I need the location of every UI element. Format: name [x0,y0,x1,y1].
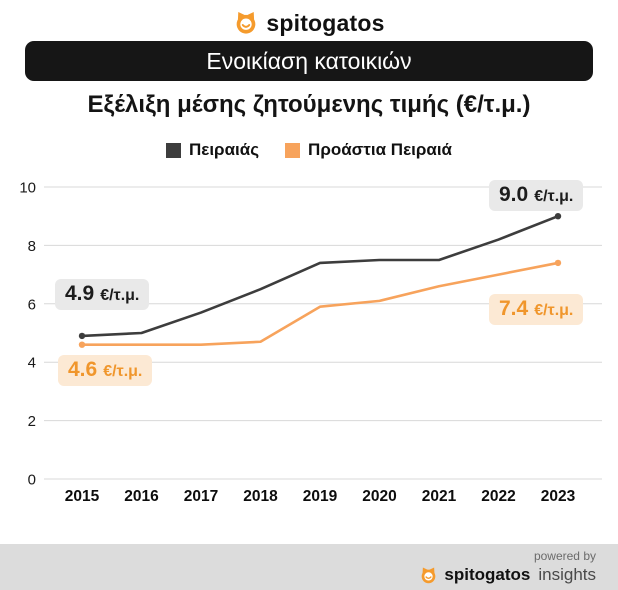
chart-area: 0 2 4 6 8 10 2015 2016 2017 2018 2019 2020 2021 2022 2… [0,169,618,526]
footer-brand-name: spitogatos [444,565,531,584]
spitogatos-cat-icon [237,12,256,34]
annotation-piraeus-2015: 4.9 €/τ.μ. [55,279,150,310]
annotation-value: 4.9 [65,282,95,305]
annotation-value: 7.4 [499,297,529,320]
legend-swatch-suburbs [285,142,301,158]
svg-text:2019: 2019 [303,488,338,505]
svg-text:4: 4 [28,355,36,372]
svg-text:2018: 2018 [243,488,278,505]
chart-title: Εξέλιξη μέσης ζητούμενης τιμής (€/τ.μ.) [87,91,531,118]
annotation-piraeus-2023: 9.0 €/τ.μ. [489,180,584,211]
svg-text:0: 0 [28,472,36,489]
footer-logo: spitogatos insights [419,565,596,585]
powered-by-label: powered by [533,549,596,563]
annotation-unit: €/τ.μ. [103,363,143,380]
line-chart: 0 2 4 6 8 10 2015 2016 2017 2018 2019 2020 2021 2022 2… [19,180,602,505]
header-logo: spitogatos [0,0,618,38]
svg-text:2020: 2020 [362,488,396,505]
annotation-suburbs-2023: 7.4 €/τ.μ. [489,294,584,325]
annotation-suburbs-2015: 4.6 €/τ.μ. [58,355,153,386]
category-banner-label: Ενοικίαση κατοικιών [206,47,412,74]
legend-label-suburbs: Προάστια Πειραιά [308,140,452,159]
footer-brand-suffix: insights [538,565,596,584]
annotation-unit: €/τ.μ. [534,188,574,205]
svg-text:2023: 2023 [541,488,576,505]
annotation-value: 9.0 [499,183,529,206]
svg-text:2021: 2021 [422,488,457,505]
svg-text:8: 8 [28,238,36,255]
svg-text:2022: 2022 [481,488,515,505]
svg-text:2016: 2016 [124,488,159,505]
annotation-unit: €/τ.μ. [100,287,140,304]
legend-label-piraeus: Πειραιάς [188,140,260,159]
annotation-unit: €/τ.μ. [534,302,574,319]
svg-text:2015: 2015 [65,488,100,505]
spitogatos-cat-icon [422,566,436,583]
footer-bar: powered by spitogatos insights [0,544,618,590]
category-banner: Ενοικίαση κατοικιών [25,41,593,81]
svg-text:2: 2 [28,413,36,430]
brand-name: spitogatos [266,9,385,36]
legend-item-piraeus: Πειραιάς [165,140,260,160]
svg-text:6: 6 [28,296,36,313]
svg-text:10: 10 [19,180,36,197]
svg-text:2017: 2017 [184,488,218,505]
annotation-value: 4.6 [68,358,98,381]
legend-swatch-piraeus [165,142,181,158]
chart-legend: Πειραιάς Προάστια Πειραιά [0,139,618,161]
legend-item-suburbs: Προάστια Πειραιά [285,140,452,160]
